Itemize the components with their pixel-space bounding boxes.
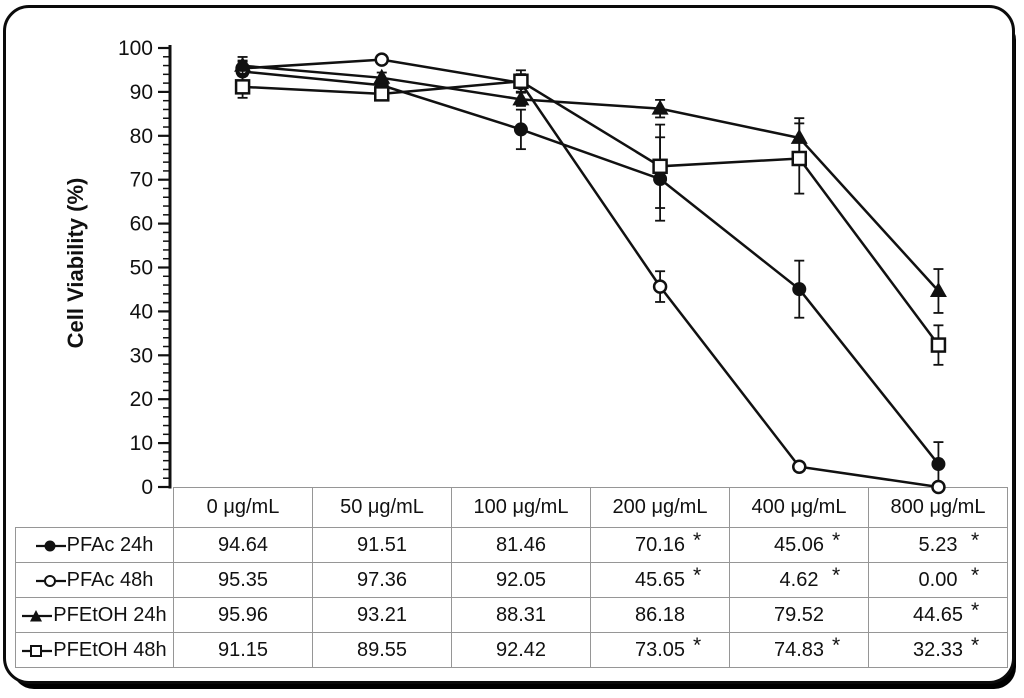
legend-open-circle-icon [35,574,66,587]
cell-value: 91.51 [356,533,408,556]
table-row: PFEtOH 48h 91.15 89.55 92.42 73.05 * 74.83 * 32.… [15,632,1008,668]
cell-value: 4.62 [779,568,819,591]
value-cell: 74.83 * [729,632,869,668]
cell-value: 32.33 [912,638,964,661]
legend-cell: PFEtOH 48h [15,632,174,668]
cell-value: 91.15 [217,638,269,661]
table-row: PFEtOH 24h 95.96 93.21 88.31 86.18 79.52 44.65… [15,597,1008,633]
cell-value: 79.52 [773,603,825,626]
value-cell: 81.46 [451,527,591,563]
cell-value: 70.16 [634,533,686,556]
value-cell: 88.31 [451,597,591,633]
cell-value: 89.55 [356,638,408,661]
value-cell: 92.42 [451,632,591,668]
cell-value: 97.36 [356,568,408,591]
value-cell: 91.15 [173,632,313,668]
table-row: PFAc 24h 94.64 91.51 81.46 70.16 * 45.06 * 5.23 * [15,527,1008,563]
legend-cell: PFAc 48h [15,562,174,598]
value-cell: 89.55 [312,632,452,668]
cell-value: 45.65 [634,568,686,591]
concentration-header-cell: 50 μg/mL [312,487,452,528]
significance-asterisk: * [971,529,980,552]
value-cell: 94.64 [173,527,313,563]
series-label: PFAc 48h [66,568,154,591]
cell-value: 95.96 [217,603,269,626]
cell-value: 5.23 [918,533,958,556]
y-axis-title: Cell Viability (%) [63,177,88,349]
significance-asterisk: * [693,564,702,587]
cell-value: 92.05 [495,568,547,591]
cell-value: 45.06 [773,533,825,556]
significance-asterisk: * [832,564,841,587]
cell-value: 73.05 [634,638,686,661]
series-label: PFEtOH 48h [53,638,167,661]
legend-filled-circle-icon [35,540,66,551]
value-cell: 93.21 [312,597,452,633]
cell-value: 44.65 [912,603,964,626]
cell-value: 95.35 [217,568,269,591]
cell-value: 93.21 [356,603,408,626]
legend-cell: PFEtOH 24h [15,597,174,633]
value-cell: 32.33 * [868,632,1008,668]
value-cell: 0.00 * [868,562,1008,598]
value-cell: 70.16 * [590,527,730,563]
concentration-header-cell: 100 μg/mL [451,487,591,528]
concentration-header-cell: 400 μg/mL [729,487,869,528]
value-cell: 79.52 [729,597,869,633]
legend-open-square-icon [22,644,53,657]
cell-value: 81.46 [495,533,547,556]
cell-value: 74.83 [773,638,825,661]
significance-asterisk: * [971,564,980,587]
value-cell: 97.36 [312,562,452,598]
value-cell: 91.51 [312,527,452,563]
value-cell: 5.23 * [868,527,1008,563]
significance-asterisk: * [971,634,980,657]
value-cell: 44.65 * [868,597,1008,633]
concentration-header-cell: 200 μg/mL [590,487,730,528]
value-cell: 86.18 [590,597,730,633]
value-cell: 4.62 * [729,562,869,598]
series-label: PFAc 24h [66,533,154,556]
value-cell: 73.05 * [590,632,730,668]
cell-value: 86.18 [634,603,686,626]
cell-value: 92.42 [495,638,547,661]
legend-cell: PFAc 24h [15,527,174,563]
cell-value: 0.00 [918,568,958,591]
value-cell: 92.05 [451,562,591,598]
data-table: 0 μg/mL 50 μg/mL 100 μg/mL 200 μg/mL 400 μg/… [15,487,1008,668]
value-cell: 45.65 * [590,562,730,598]
concentration-header-cell: 800 μg/mL [868,487,1008,528]
significance-asterisk: * [693,634,702,657]
significance-asterisk: * [832,634,841,657]
cell-value: 94.64 [217,533,269,556]
table-corner-cell [16,488,174,528]
significance-asterisk: * [832,529,841,552]
value-cell: 95.35 [173,562,313,598]
value-cell: 45.06 * [729,527,869,563]
table-header-row: 0 μg/mL 50 μg/mL 100 μg/mL 200 μg/mL 400 μg/… [16,487,1008,528]
value-cell: 95.96 [173,597,313,633]
series-label: PFEtOH 24h [53,603,167,626]
table-row: PFAc 48h 95.35 97.36 92.05 45.65 * 4.62 * 0.00 * [15,562,1008,598]
legend-filled-triangle-icon [22,609,53,621]
concentration-header-cell: 0 μg/mL [173,487,313,528]
significance-asterisk: * [693,529,702,552]
significance-asterisk: * [971,599,980,622]
cell-value: 88.31 [495,603,547,626]
